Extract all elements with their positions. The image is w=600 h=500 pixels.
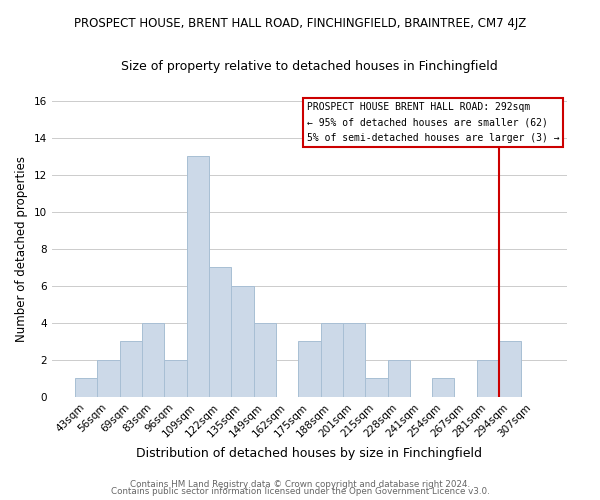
Bar xyxy=(187,156,209,397)
Text: Contains public sector information licensed under the Open Government Licence v3: Contains public sector information licen… xyxy=(110,487,490,496)
Bar xyxy=(365,378,388,397)
Bar xyxy=(477,360,499,397)
Bar xyxy=(343,323,365,397)
Bar xyxy=(97,360,120,397)
Bar xyxy=(75,378,97,397)
Bar xyxy=(254,323,276,397)
Bar xyxy=(232,286,254,397)
X-axis label: Distribution of detached houses by size in Finchingfield: Distribution of detached houses by size … xyxy=(136,447,482,460)
Bar xyxy=(209,268,232,397)
Bar xyxy=(164,360,187,397)
Bar xyxy=(388,360,410,397)
Bar xyxy=(499,342,521,397)
Text: PROSPECT HOUSE BRENT HALL ROAD: 292sqm
← 95% of detached houses are smaller (62): PROSPECT HOUSE BRENT HALL ROAD: 292sqm ←… xyxy=(307,102,559,143)
Text: PROSPECT HOUSE, BRENT HALL ROAD, FINCHINGFIELD, BRAINTREE, CM7 4JZ: PROSPECT HOUSE, BRENT HALL ROAD, FINCHIN… xyxy=(74,18,526,30)
Bar xyxy=(142,323,164,397)
Y-axis label: Number of detached properties: Number of detached properties xyxy=(15,156,28,342)
Text: Contains HM Land Registry data © Crown copyright and database right 2024.: Contains HM Land Registry data © Crown c… xyxy=(130,480,470,489)
Bar xyxy=(320,323,343,397)
Bar xyxy=(432,378,454,397)
Bar xyxy=(298,342,320,397)
Title: Size of property relative to detached houses in Finchingfield: Size of property relative to detached ho… xyxy=(121,60,498,73)
Bar xyxy=(120,342,142,397)
